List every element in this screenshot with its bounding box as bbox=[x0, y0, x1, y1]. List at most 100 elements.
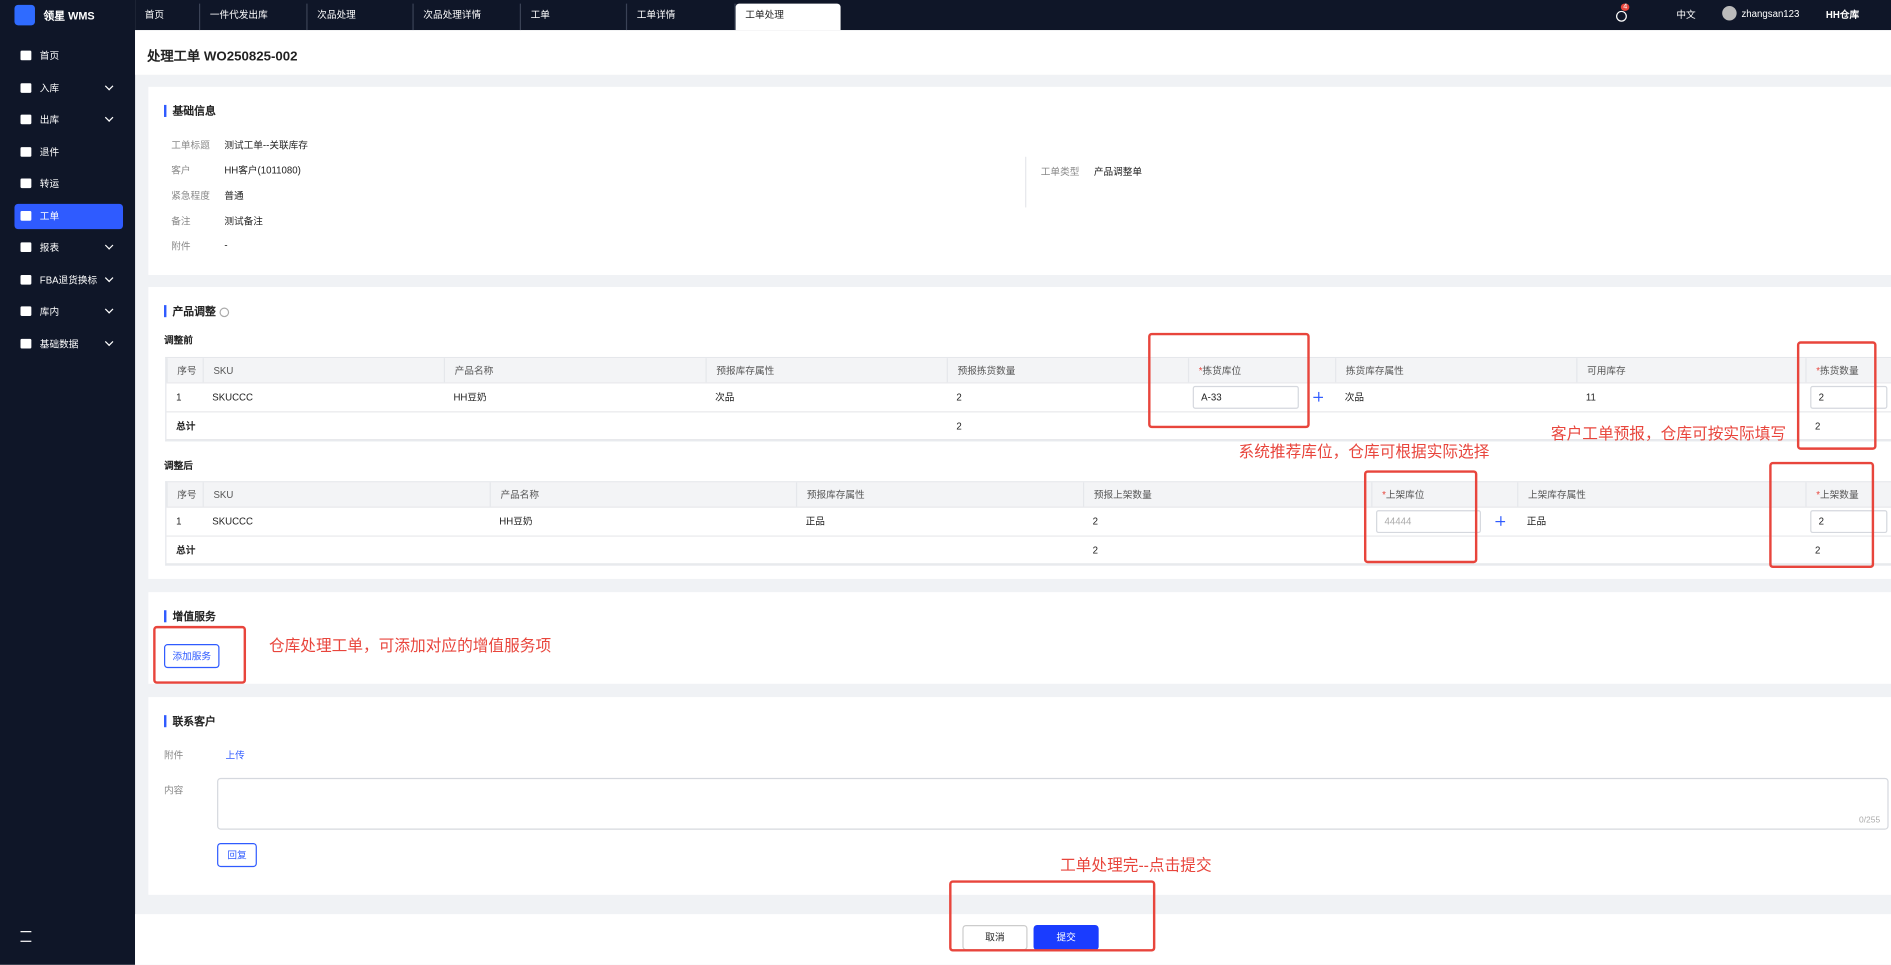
menu-icon bbox=[20, 114, 32, 125]
total-text: 2 bbox=[1815, 420, 1821, 432]
header-label: 预报上架数量 bbox=[1093, 489, 1152, 500]
input[interactable]: 2 bbox=[1810, 510, 1888, 534]
menu-item[interactable]: 转运 bbox=[14, 171, 123, 196]
menu-icon bbox=[20, 146, 32, 157]
input-value: A-33 bbox=[1201, 391, 1222, 403]
cell-text: HH豆奶 bbox=[453, 391, 487, 403]
tab[interactable]: 工单 bbox=[521, 3, 628, 31]
menu-label: 入库 bbox=[39, 82, 60, 94]
placeholder: 44444 bbox=[1384, 516, 1412, 528]
header-label: 预报库存属性 bbox=[716, 364, 775, 376]
cell: 2 bbox=[947, 412, 1188, 439]
tab[interactable]: 次品处理 bbox=[308, 3, 414, 31]
cell bbox=[796, 537, 1083, 564]
cell-text: HH豆奶 bbox=[499, 516, 533, 528]
tab[interactable]: 首页 bbox=[135, 3, 201, 31]
collapse-icon[interactable] bbox=[20, 931, 32, 942]
highlight-box bbox=[1363, 470, 1478, 564]
cell: 次品 bbox=[706, 384, 947, 412]
info-icon[interactable] bbox=[219, 307, 230, 318]
contact-card: 联系客户 附件 上传 内容 0/255 回复 bbox=[148, 697, 1891, 895]
table-row: 1 SKUCCC HH豆奶 正品 2 44444 正品 2 bbox=[166, 508, 1891, 537]
tab[interactable]: 工单处理 bbox=[735, 3, 841, 31]
cell bbox=[706, 412, 947, 439]
cell-text: 次品 bbox=[715, 391, 735, 403]
header-label: 产品名称 bbox=[454, 364, 494, 376]
field-label: 备注 bbox=[171, 215, 191, 227]
add-service-button[interactable]: 添加服务 bbox=[164, 644, 220, 669]
menu-icon bbox=[20, 210, 32, 221]
upload-link[interactable]: 上传 bbox=[225, 750, 245, 761]
tab[interactable]: 工单详情 bbox=[627, 3, 736, 31]
language[interactable]: 中文 bbox=[1676, 9, 1696, 21]
cell: 2 bbox=[1083, 508, 1371, 536]
cell-text: 2 bbox=[956, 391, 962, 403]
tab[interactable]: 一件代发出库 bbox=[200, 3, 308, 31]
total-text: 总计 bbox=[176, 420, 196, 432]
menu-item[interactable]: 首页 bbox=[14, 43, 123, 68]
input[interactable]: 44444 bbox=[1376, 510, 1481, 534]
header-cell: * 拣货数量 bbox=[1805, 358, 1891, 383]
menu-label: 退件 bbox=[39, 146, 60, 158]
menu-item[interactable]: 出库 bbox=[14, 107, 123, 132]
menu-label: FBA退货换标 bbox=[39, 274, 98, 286]
cell: 1 bbox=[166, 384, 202, 412]
content-textarea[interactable]: 0/255 bbox=[217, 777, 1889, 830]
menu-item[interactable]: 基础数据 bbox=[14, 331, 123, 356]
input-value: 2 bbox=[1818, 391, 1825, 403]
menu-item[interactable]: 退件 bbox=[14, 139, 123, 164]
user-name[interactable]: zhangsan123 bbox=[1741, 8, 1800, 20]
cell bbox=[444, 412, 706, 439]
cell: 2 bbox=[1805, 384, 1891, 412]
field-value: 普通 bbox=[224, 190, 244, 202]
menu-icon bbox=[20, 242, 32, 253]
header-cell: * 上架库位 bbox=[1371, 482, 1517, 507]
header-cell: 预报拣货数量 bbox=[946, 358, 1188, 383]
menu-item[interactable]: 入库 bbox=[14, 75, 123, 100]
menu-item[interactable]: FBA退货换标 bbox=[14, 267, 123, 292]
menu-icon bbox=[20, 178, 32, 189]
menu-item[interactable]: 工单 bbox=[14, 203, 124, 229]
divider bbox=[1025, 156, 1027, 208]
value-added-card: 增值服务 添加服务 bbox=[148, 592, 1891, 684]
logo-icon bbox=[14, 4, 35, 26]
header-label: SKU bbox=[213, 364, 234, 376]
field-value: 测试工单--关联库存 bbox=[224, 139, 308, 151]
field-label: 客户 bbox=[171, 165, 191, 177]
cell-text: 1 bbox=[176, 391, 182, 403]
reply-button[interactable]: 回复 bbox=[217, 842, 257, 868]
highlight-box bbox=[1796, 341, 1877, 450]
menu-icon bbox=[20, 82, 32, 93]
header-label: 预报库存属性 bbox=[806, 489, 865, 500]
highlight-box bbox=[1148, 332, 1310, 429]
header-label: 上架库存属性 bbox=[1528, 489, 1586, 500]
header-label: 拣货数量 bbox=[1820, 364, 1859, 376]
annotation: 系统推荐库位，仓库可根据实际选择 bbox=[1238, 442, 1490, 461]
header-cell: 上架库存属性 bbox=[1517, 482, 1805, 507]
add-location-button[interactable] bbox=[1495, 516, 1506, 526]
plus-v bbox=[1500, 516, 1502, 526]
menu-item[interactable]: 库内 bbox=[14, 299, 123, 324]
input-value: 2 bbox=[1818, 516, 1825, 528]
page-title: 处理工单 WO250825-002 bbox=[147, 49, 298, 64]
warehouse[interactable]: HH仓库 bbox=[1825, 9, 1860, 21]
input[interactable]: 2 bbox=[1810, 385, 1888, 409]
menu-item[interactable]: 报表 bbox=[14, 235, 123, 260]
tab[interactable]: 次品处理详情 bbox=[414, 3, 521, 31]
menu-label: 库内 bbox=[39, 306, 60, 318]
sidebar: 领星 WMS 首页 入库 出库 退件 转运 工单 报表 FBA退货换标 库内 基础数据 bbox=[0, 0, 136, 965]
field-label: 附件 bbox=[171, 241, 191, 253]
input[interactable]: A-33 bbox=[1192, 385, 1299, 409]
cell bbox=[203, 412, 444, 439]
annotation: 工单处理完--点击提交 bbox=[1060, 856, 1212, 875]
cell: 正品 bbox=[1517, 508, 1805, 536]
cell-text: 正品 bbox=[805, 516, 825, 528]
cell: 44444 bbox=[1371, 508, 1517, 536]
cell-text: SKUCCC bbox=[212, 516, 253, 528]
add-location-button[interactable] bbox=[1313, 391, 1323, 402]
bell-icon[interactable] bbox=[1616, 10, 1627, 22]
chevron bbox=[104, 81, 114, 90]
section-title: 基础信息 bbox=[164, 104, 216, 117]
